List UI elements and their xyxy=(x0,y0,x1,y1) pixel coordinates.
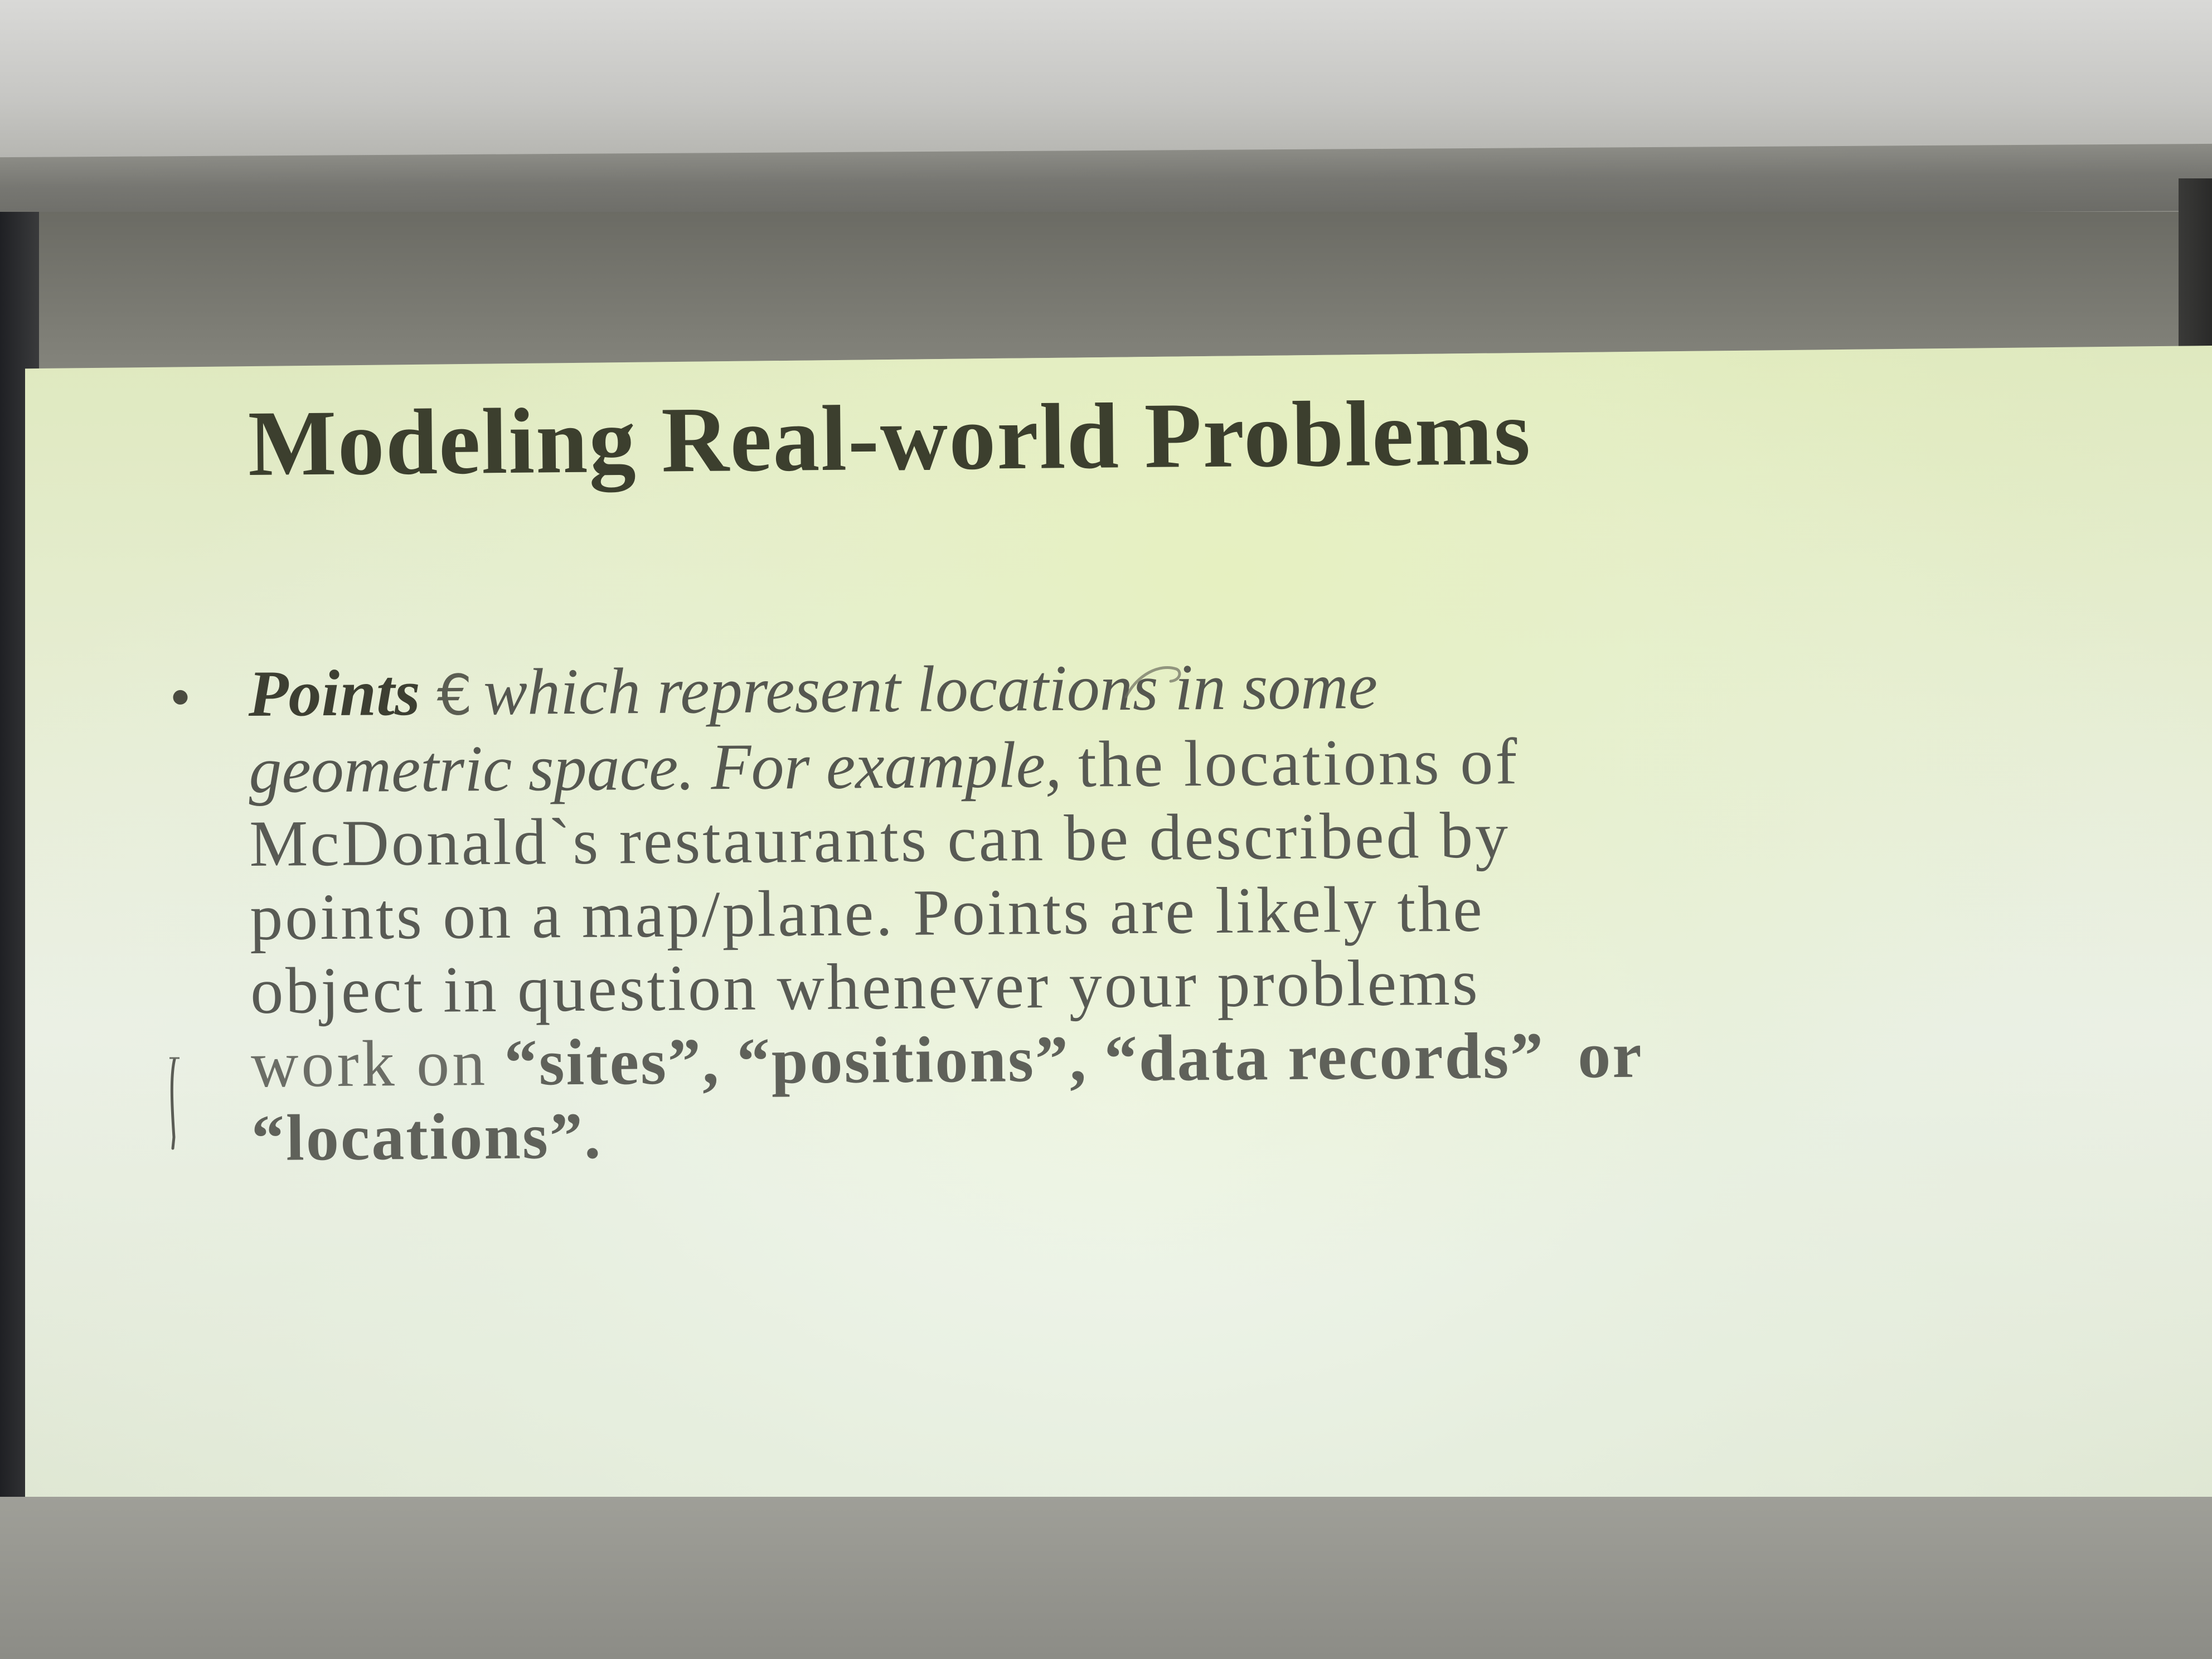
bullet-line-3: McDonald`s restaurants can be described … xyxy=(249,798,1511,881)
bullet-line-7: “locations”. xyxy=(251,1089,2108,1175)
slide-title: Modeling Real-world Problems xyxy=(248,380,1532,496)
line6-end: or xyxy=(1577,1018,1643,1092)
bullet-line-5: object in question whenever your problem… xyxy=(250,945,1481,1028)
quote-sites: “sites”, xyxy=(504,1025,721,1099)
handwritten-mark: € xyxy=(436,662,473,728)
line1-italic: which represent locations in some xyxy=(483,649,1378,729)
bullet-line-2: geometric space. For example, the locati… xyxy=(249,721,2106,807)
wall-background xyxy=(0,0,2212,167)
accent-mark-icon xyxy=(1124,666,1181,698)
projected-slide xyxy=(25,346,2212,1497)
line2-rest: the locations of xyxy=(1078,725,1520,801)
quote-data-records: “data records” xyxy=(1104,1018,1545,1095)
quote-locations: “locations”. xyxy=(251,1099,603,1175)
line6-start: work on xyxy=(250,1026,488,1102)
line2-italic: geometric space. For example, xyxy=(248,727,1062,807)
bullet-line-6: work on “sites”, “positions”, “data reco… xyxy=(251,1015,2108,1102)
quote-positions: “positions”, xyxy=(736,1022,1088,1098)
lower-area xyxy=(0,1497,2212,1659)
bullet-term: Points xyxy=(248,656,421,731)
pen-annotation-icon xyxy=(169,1057,180,1150)
bullet-dot-icon xyxy=(173,690,188,705)
bullet-line-4: points on a map/plane. Points are likely… xyxy=(249,872,1485,954)
bullet-text: Points € which represent locations in some… xyxy=(248,644,2108,1175)
